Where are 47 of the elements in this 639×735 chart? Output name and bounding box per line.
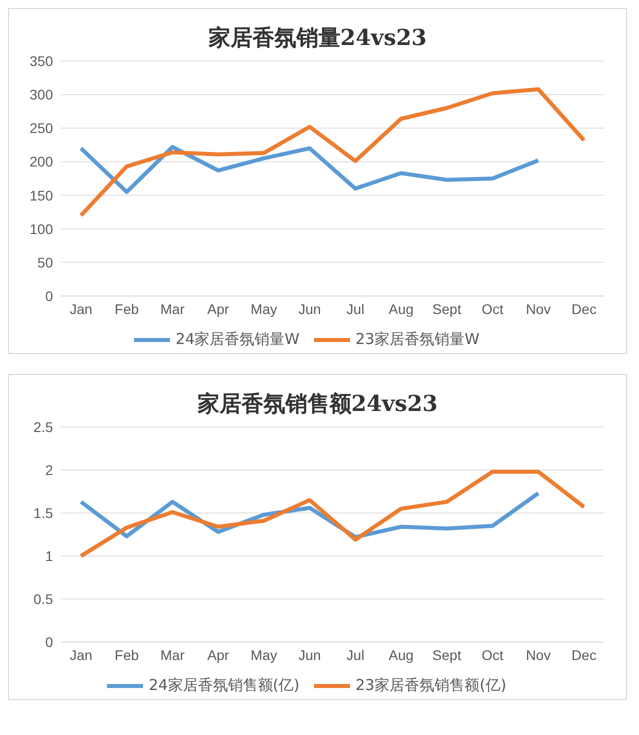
x-tick-label: Nov [526, 300, 551, 317]
chart-title: 家居香氛销售额24vs23 [196, 390, 439, 419]
line-series [79, 87, 586, 218]
y-tick-label: 2.5 [34, 418, 54, 435]
x-tick-label: Feb [114, 300, 140, 317]
legend-label: 23家居香氛销售额(亿) [356, 676, 506, 695]
x-tick-label: Oct [482, 646, 504, 663]
line-series [79, 470, 586, 558]
x-tick-label: Jan [70, 646, 92, 663]
x-tick-label: Jan [70, 300, 92, 317]
y-tick-label: 0 [45, 288, 54, 304]
x-tick-label: Aug [388, 300, 414, 317]
x-tick-label: May [250, 646, 278, 663]
line-series [79, 144, 540, 194]
y-tick-label: 1 [45, 548, 54, 564]
x-tick-label: Dec [572, 300, 596, 317]
y-tick-label: 250 [30, 120, 54, 136]
y-tick-label: 150 [30, 187, 54, 204]
x-tick-label: Feb [114, 646, 140, 663]
y-tick-label: 1.5 [34, 504, 54, 521]
chart-title: 家居香氛销量24vs23 [207, 24, 428, 53]
x-tick-label: Sept [432, 646, 462, 663]
x-tick-label: Dec [572, 646, 596, 663]
x-tick-label: Aug [388, 646, 414, 663]
y-tick-label: 100 [30, 220, 54, 237]
y-tick-label: 200 [30, 154, 54, 170]
x-tick-label: Jun [298, 300, 321, 317]
y-tick-label: 300 [30, 86, 54, 103]
x-tick-label: May [250, 300, 278, 317]
x-tick-label: Sept [432, 300, 462, 317]
y-tick-label: 0.5 [34, 590, 54, 607]
x-tick-label: Mar [160, 646, 185, 663]
x-tick-label: Jun [298, 646, 321, 663]
y-tick-label: 50 [37, 254, 54, 270]
legend-label: 24家居香氛销售额(亿) [148, 676, 300, 695]
y-tick-label: 350 [30, 52, 54, 69]
x-tick-label: Jul [346, 646, 364, 663]
x-tick-label: Jul [346, 300, 364, 317]
x-tick-label: Nov [526, 646, 551, 663]
x-tick-label: Apr [207, 300, 230, 317]
x-tick-label: Oct [482, 300, 504, 317]
y-tick-label: 0 [45, 634, 54, 650]
x-tick-label: Mar [160, 300, 185, 317]
x-tick-label: Apr [207, 646, 230, 663]
legend-label: 24家居香氛销量W [176, 330, 300, 349]
legend-label: 23家居香氛销量W [356, 330, 480, 349]
y-tick-label: 2 [45, 462, 54, 478]
